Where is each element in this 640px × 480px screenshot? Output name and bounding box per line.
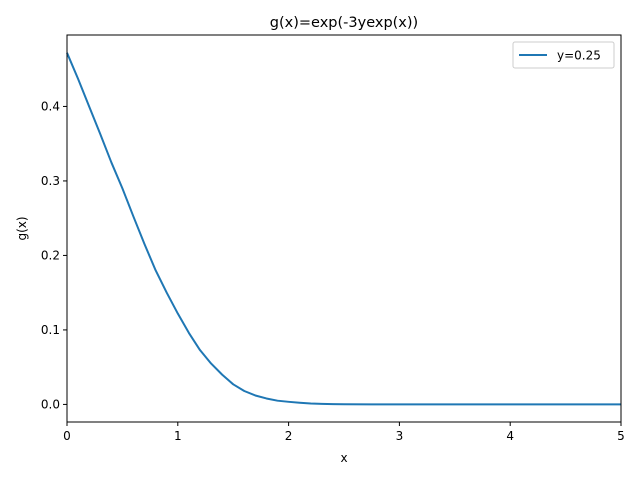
x-axis-ticks: 0 1 2 3 4 5	[63, 422, 625, 443]
legend-entry-label: y=0.25	[557, 49, 601, 63]
x-tick-label: 5	[617, 429, 625, 443]
y-tick-label: 0.0	[41, 397, 60, 411]
series-line-0	[66, 52, 621, 406]
chart-title: g(x)=exp(-3yexp(x))	[270, 15, 418, 31]
plot-layer	[66, 52, 621, 406]
y-tick-label: 0.2	[41, 248, 60, 262]
legend: y=0.25	[512, 41, 615, 69]
y-tick-label: 0.1	[41, 323, 60, 337]
x-tick-label: 4	[506, 429, 514, 443]
y-axis-ticks: 0.0 0.1 0.2 0.3 0.4	[41, 99, 67, 411]
y-tick-label: 0.4	[41, 99, 60, 113]
y-tick-label: 0.3	[41, 174, 60, 188]
x-tick-label: 1	[174, 429, 182, 443]
x-tick-label: 3	[396, 429, 404, 443]
x-tick-label: 2	[285, 429, 293, 443]
axes-frame	[66, 34, 622, 423]
y-axis-label: g(x)	[15, 216, 29, 240]
legend-box	[512, 41, 615, 69]
x-axis-label: x	[340, 451, 347, 465]
x-tick-label: 0	[63, 429, 71, 443]
